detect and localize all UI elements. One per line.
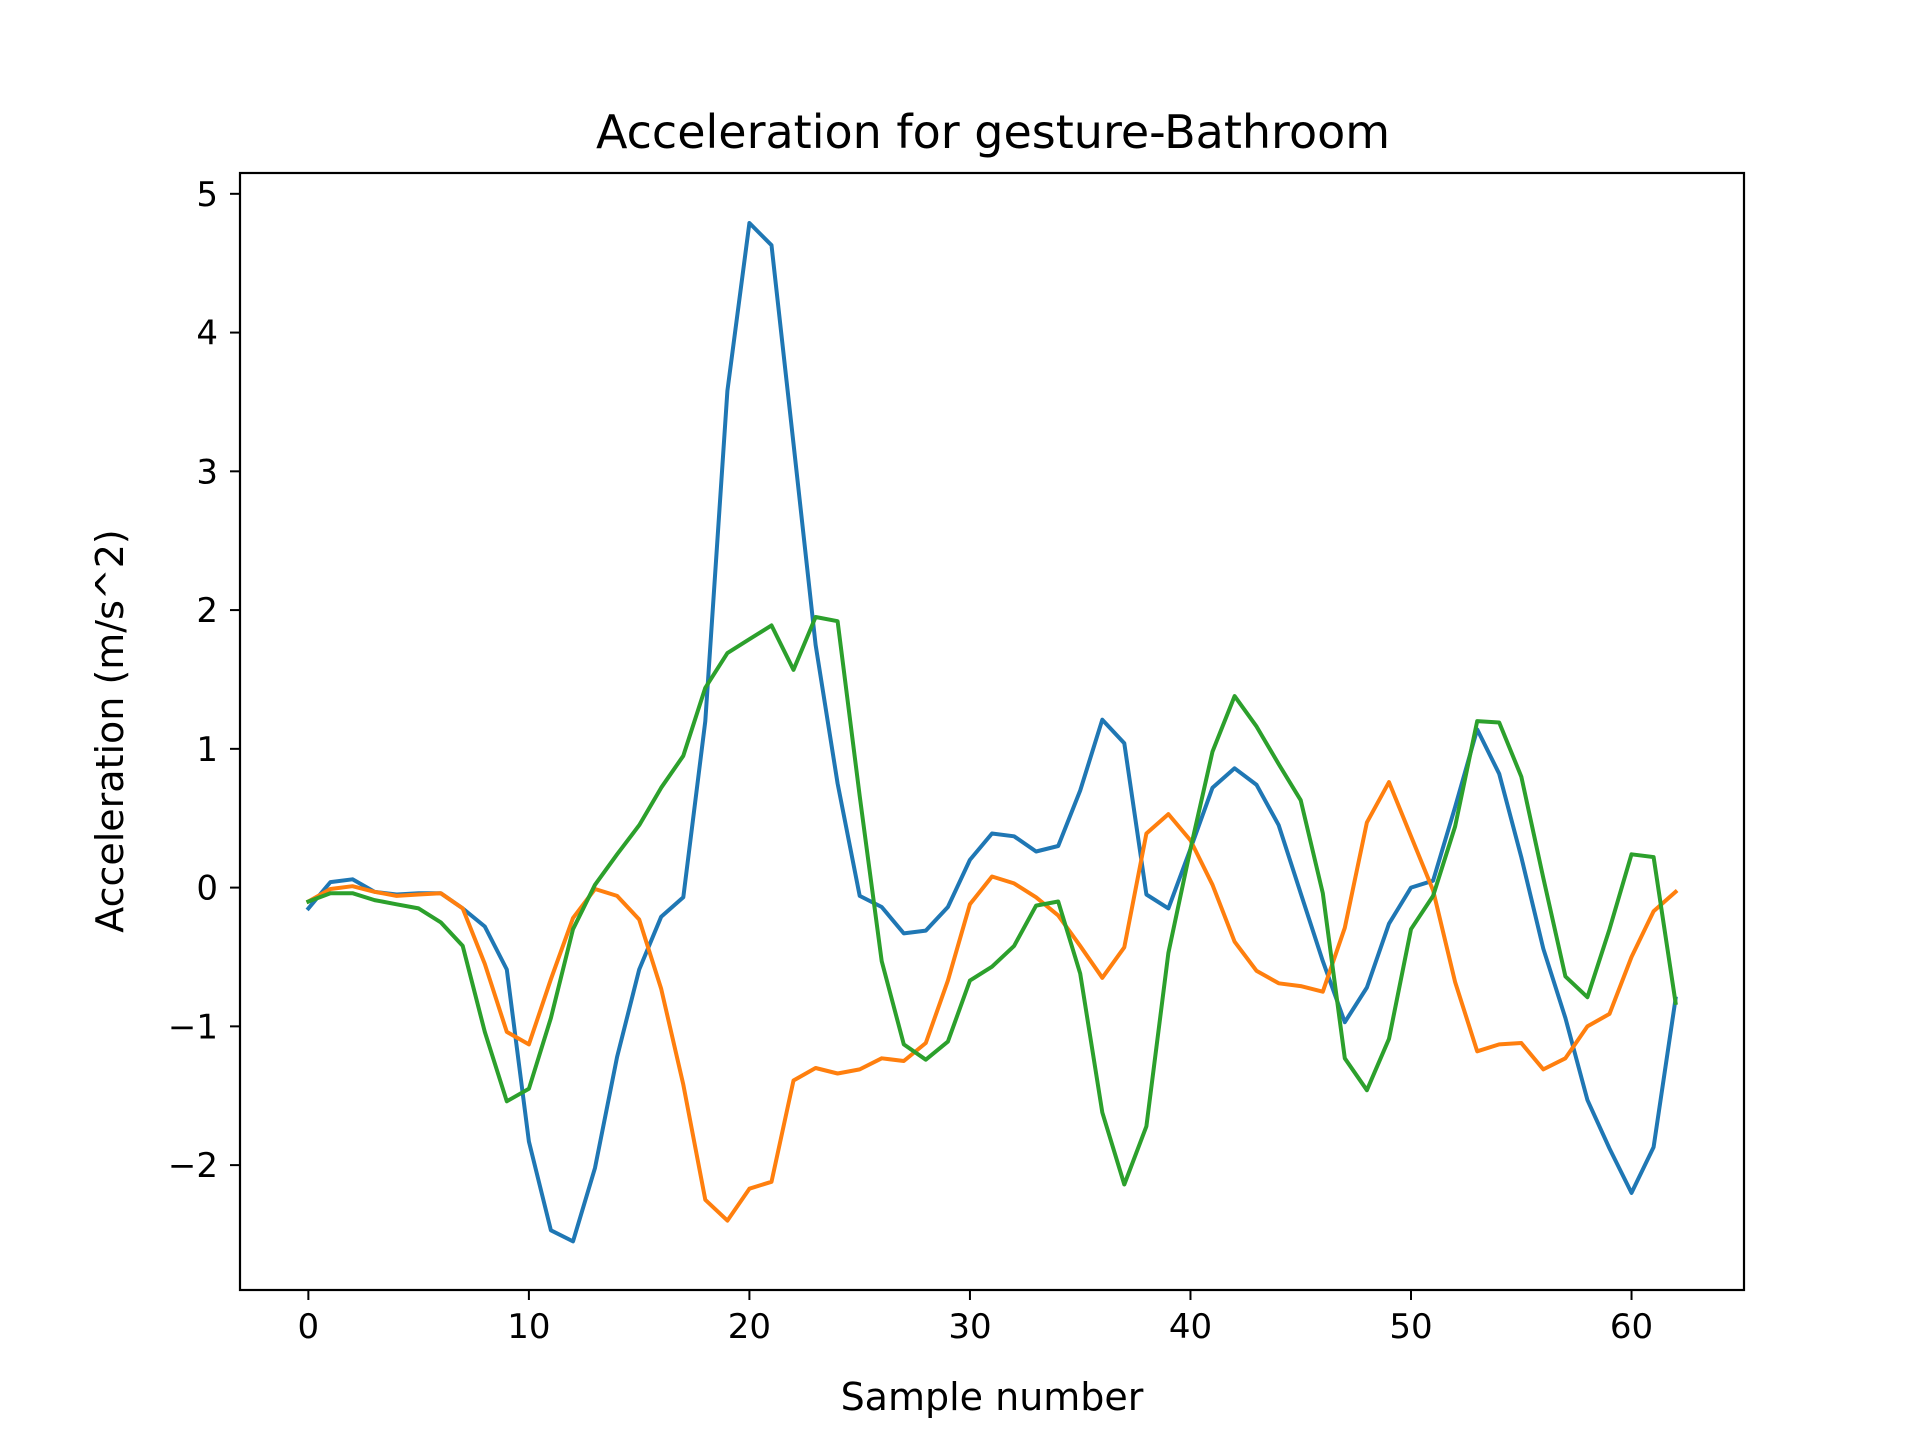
x-tick-label: 20 [728,1307,771,1347]
chart-title: Acceleration for gesture-Bathroom [596,105,1390,159]
y-tick-label: 1 [196,730,218,770]
x-tick-label: 0 [298,1307,320,1347]
x-tick-label: 60 [1610,1307,1653,1347]
series-line-3 [305,615,1678,1187]
x-axis-label: Sample number [841,1375,1144,1419]
y-axis: −2 −1 0 1 2 3 4 5 [168,175,240,1186]
y-tick-label: 5 [196,175,218,215]
x-axis: 0 10 20 30 40 50 60 [298,1290,1653,1347]
series-layer [305,221,1679,1244]
y-tick-label: 2 [196,591,218,631]
x-tick-label: 50 [1389,1307,1432,1347]
y-axis-label: Acceleration (m/s^2) [88,529,132,933]
plot-frame [238,171,1746,1292]
y-tick-label: −2 [168,1146,218,1186]
x-tick-label: 10 [507,1307,550,1347]
x-tick-label: 40 [1169,1307,1212,1347]
y-tick-label: 4 [196,314,218,354]
y-tick-label: 0 [196,869,218,909]
series-line-1 [305,221,1678,1244]
y-tick-label: −1 [168,1007,218,1047]
x-tick-label: 30 [948,1307,991,1347]
series-line-2 [305,780,1679,1223]
y-tick-label: 3 [196,452,218,492]
